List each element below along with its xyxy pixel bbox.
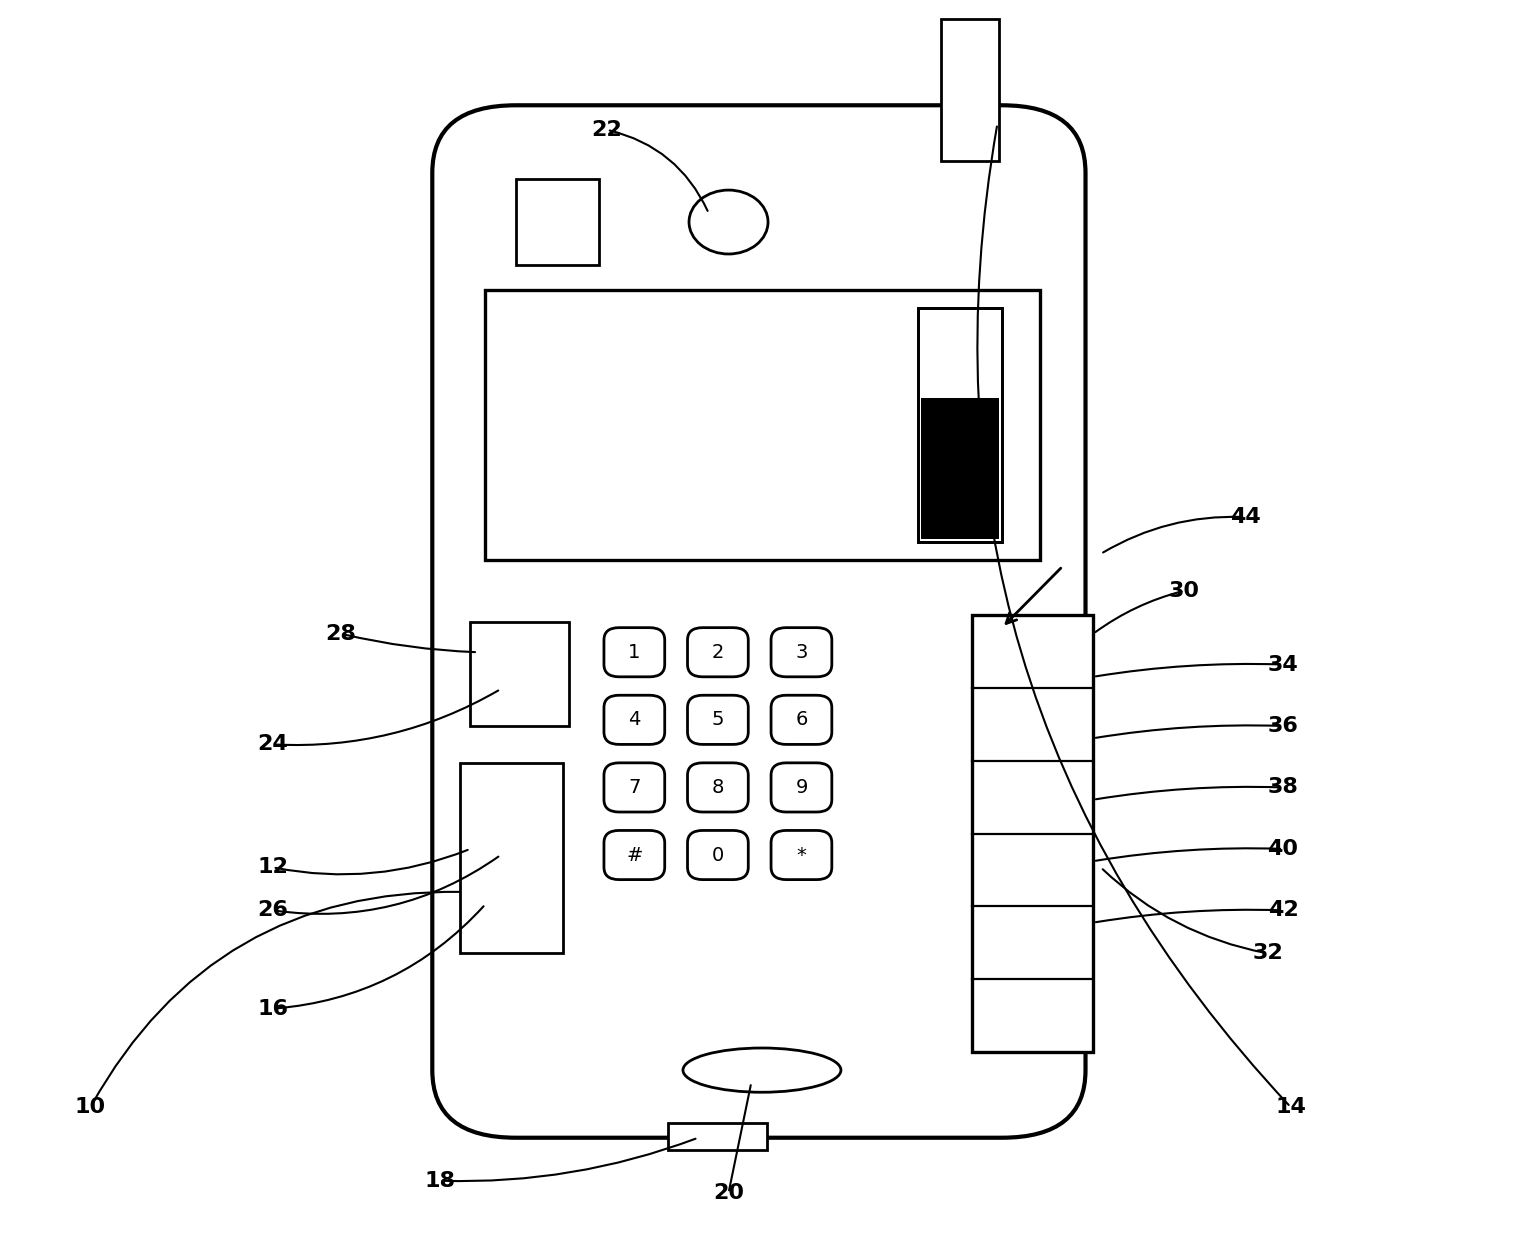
Text: 14: 14 (1275, 1098, 1306, 1117)
FancyBboxPatch shape (687, 628, 748, 676)
Bar (918, 308, 1003, 542)
Text: 18: 18 (425, 1171, 455, 1191)
FancyBboxPatch shape (687, 695, 748, 745)
FancyBboxPatch shape (604, 695, 665, 745)
Text: 3: 3 (796, 643, 808, 661)
Text: 12: 12 (258, 858, 288, 878)
FancyBboxPatch shape (604, 830, 665, 880)
Text: 28: 28 (325, 624, 357, 644)
Text: 42: 42 (1268, 900, 1298, 920)
Text: 32: 32 (1252, 943, 1283, 963)
Text: 34: 34 (1268, 655, 1298, 675)
Text: *: * (797, 845, 806, 865)
FancyBboxPatch shape (604, 628, 665, 676)
Bar (471, 622, 569, 726)
Bar (921, 312, 1000, 398)
Text: 38: 38 (1268, 777, 1298, 798)
FancyBboxPatch shape (771, 628, 832, 676)
FancyBboxPatch shape (687, 830, 748, 880)
Bar (972, 615, 1093, 1052)
Text: 4: 4 (629, 710, 641, 730)
Bar (941, 19, 1000, 160)
Text: 36: 36 (1268, 716, 1298, 736)
FancyBboxPatch shape (771, 830, 832, 880)
Bar (486, 290, 1039, 561)
FancyBboxPatch shape (604, 763, 665, 812)
Text: 6: 6 (796, 710, 808, 730)
Text: 7: 7 (629, 778, 641, 797)
Text: 24: 24 (258, 735, 288, 755)
Text: 26: 26 (258, 900, 288, 920)
Bar (515, 179, 599, 265)
Text: 8: 8 (711, 778, 724, 797)
Text: #: # (625, 845, 642, 865)
Bar (918, 308, 1003, 542)
Text: 44: 44 (1229, 507, 1260, 527)
Text: 22: 22 (592, 119, 622, 140)
Text: 0: 0 (711, 845, 724, 865)
Text: 9: 9 (796, 778, 808, 797)
FancyBboxPatch shape (771, 695, 832, 745)
Bar (460, 763, 563, 953)
Text: 16: 16 (258, 998, 288, 1019)
Ellipse shape (682, 1048, 842, 1093)
Text: 20: 20 (713, 1183, 744, 1203)
Text: 5: 5 (711, 710, 724, 730)
Bar (668, 1122, 766, 1150)
Bar (921, 398, 1000, 539)
FancyBboxPatch shape (771, 763, 832, 812)
Text: 40: 40 (1268, 839, 1298, 859)
Text: 30: 30 (1168, 580, 1200, 600)
Text: 2: 2 (711, 643, 724, 661)
FancyBboxPatch shape (432, 106, 1085, 1137)
Text: 1: 1 (629, 643, 641, 661)
FancyBboxPatch shape (687, 763, 748, 812)
Circle shape (688, 190, 768, 254)
Text: 10: 10 (75, 1098, 106, 1117)
